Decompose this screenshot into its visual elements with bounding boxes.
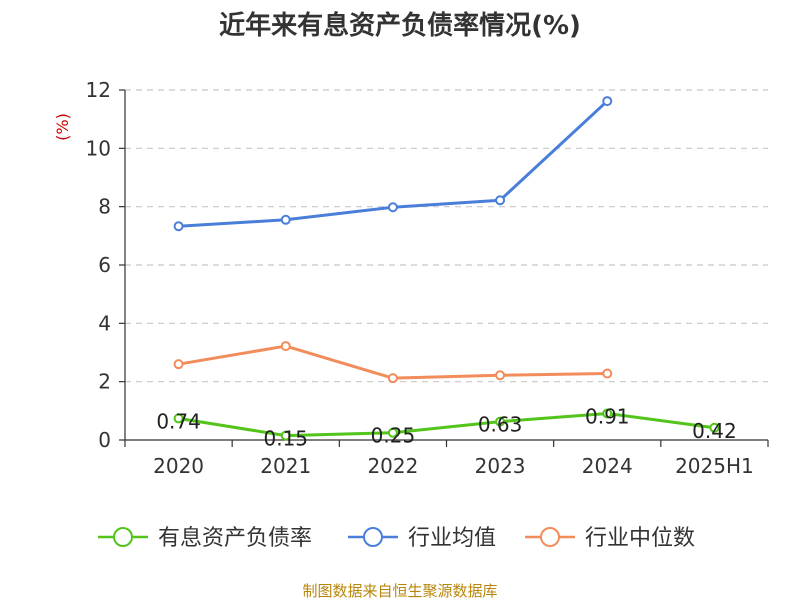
data-label: 0.63 [478,413,523,437]
y-tick-label: 4 [98,311,111,335]
data-point [602,368,613,379]
legend-label: 有息资产负债率 [158,526,312,551]
x-tick-label: 2022 [367,454,418,478]
y-tick-label: 8 [98,195,111,219]
data-label: 0.42 [692,419,737,443]
data-point [173,413,184,424]
data-point [387,427,398,438]
data-point [709,422,720,433]
data-label: 0.91 [585,404,630,428]
gridlines [125,89,768,383]
y-tick-label: 0 [98,428,111,452]
data-point [280,430,291,441]
legend-marker [540,527,560,547]
axes: 0 2 4 6 8 10 12 2020 2021 2022 2023 2024 2025H1 [86,78,769,478]
legend-marker [113,527,133,547]
data-point [495,195,506,206]
series-layer [173,96,720,441]
data-labels: 0.74 0.15 0.25 0.63 0.91 0.42 [156,404,736,450]
chart-title: 近年来有息资产负债率情况(%) [219,10,581,41]
data-label: 0.74 [156,409,201,433]
series-2 [173,341,613,384]
legend: 有息资产负债率 行业均值 行业中位数 [98,526,695,551]
data-point [602,408,613,419]
data-point [280,214,291,225]
legend-item: 行业中位数 [525,526,695,551]
x-tick-label: 2021 [260,454,311,478]
series-1 [173,96,613,232]
x-tick-label: 2024 [582,454,633,478]
y-tick-label: 10 [86,136,111,160]
data-point [387,373,398,384]
data-label: 0.25 [371,424,416,448]
series-line [178,411,715,438]
legend-label: 行业均值 [408,526,496,551]
data-point [387,202,398,213]
y-tick-label: 6 [98,253,111,277]
x-tick-label: 2023 [475,454,526,478]
y-tick-label: 2 [98,370,111,394]
legend-item: 行业均值 [348,526,496,551]
y-tick-label: 12 [86,78,111,102]
data-point [280,341,291,352]
data-point [173,359,184,370]
data-point [495,416,506,427]
x-tick-label: 2020 [153,454,204,478]
x-tick-label: 2025H1 [675,454,754,478]
data-label: 0.15 [263,427,308,451]
data-point [173,221,184,232]
legend-item: 有息资产负债率 [98,526,312,551]
data-point [495,370,506,381]
series-0 [173,408,720,441]
source-note: 制图数据来自恒生聚源数据库 [302,582,497,600]
legend-label: 行业中位数 [585,526,695,551]
legend-marker [363,527,383,547]
y-axis-label: (%) [53,113,72,141]
data-point [602,96,613,107]
